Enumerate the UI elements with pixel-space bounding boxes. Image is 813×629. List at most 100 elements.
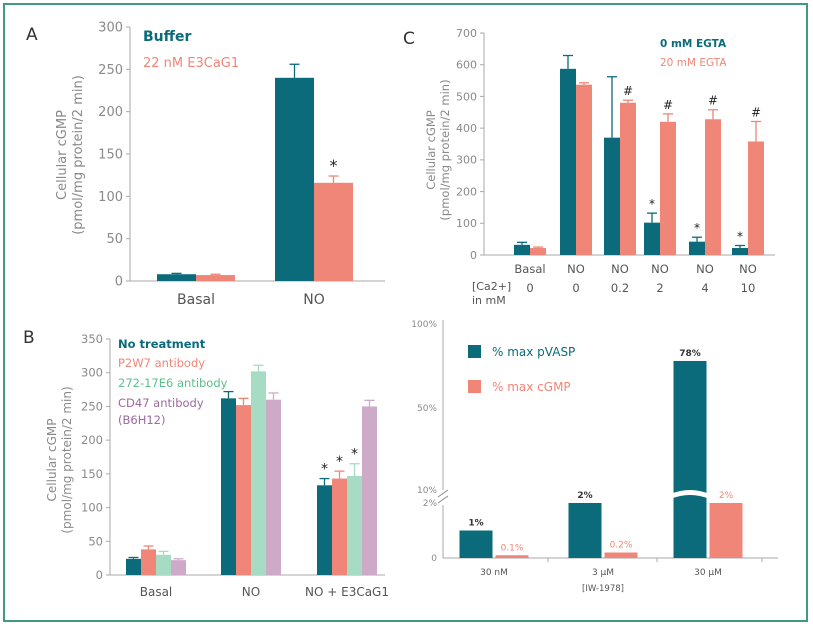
y-tick-label: 100 — [81, 501, 103, 515]
legend-cgmp: % max cGMP — [492, 380, 571, 394]
legend-e3cag1: 22 nM E3CaG1 — [143, 56, 239, 71]
x-category-label: NO — [651, 262, 669, 276]
bar-value-label: 1% — [468, 519, 483, 529]
x-category-label: Basal — [177, 292, 215, 308]
bar — [604, 552, 638, 558]
bar — [576, 84, 592, 256]
y-tick-label: 50% — [417, 404, 437, 414]
y-tick-label: 350 — [81, 332, 103, 346]
x-category-label: 30 μM — [694, 568, 722, 578]
y-axis-label: Cellular cGMP — [45, 419, 59, 502]
bar — [495, 555, 529, 558]
y-axis-label: (pmol/mg protein/2 min) — [71, 75, 86, 235]
x-category-label: NO — [567, 262, 585, 276]
x-category-label: Basal — [514, 262, 545, 276]
y-tick-label: 300 — [456, 154, 477, 167]
bar — [156, 554, 171, 575]
bar — [620, 102, 636, 256]
legend-pvasp: % max pVASP — [492, 345, 575, 359]
y-tick-label: 200 — [456, 185, 477, 198]
y-tick-label: 0 — [431, 554, 437, 564]
axis-break-mark — [437, 495, 449, 504]
significance-mark: * — [321, 462, 328, 478]
bar — [362, 406, 377, 575]
panel-letter-c: C — [403, 29, 415, 49]
bar — [709, 503, 743, 558]
bar — [157, 274, 196, 281]
bar-value-label: 78% — [679, 349, 701, 359]
bar — [196, 275, 235, 281]
legend-swatch-cgmp — [468, 380, 481, 393]
significance-mark: # — [751, 105, 761, 119]
bar-value-label: 0.1% — [501, 543, 524, 553]
legend-20mm-egta: 20 mM EGTA — [660, 57, 727, 69]
x-category-label: NO — [611, 262, 629, 276]
y-tick-label: 500 — [456, 90, 477, 103]
y-tick-label: 100 — [98, 190, 123, 205]
y-axis-label: Cellular cGMP — [424, 110, 438, 190]
y-axis-label: (pmol/mg protein/2 min) — [60, 386, 74, 533]
x-category-label: 30 nM — [480, 568, 508, 578]
bar-value-label: 2% — [577, 491, 592, 501]
y-tick-label: 600 — [456, 59, 477, 72]
y-tick-label: 100 — [456, 217, 477, 230]
significance-mark: * — [694, 221, 700, 235]
ca-concentration-value: 0 — [572, 281, 579, 295]
bar-value-label: 2% — [719, 491, 734, 501]
legend-entry: P2W7 antibody — [118, 356, 205, 370]
bar — [514, 244, 530, 255]
bar — [568, 503, 602, 558]
x-category-label: NO — [739, 262, 757, 276]
y-tick-label: 300 — [81, 366, 103, 380]
ca-concentration-value: 4 — [701, 281, 708, 295]
significance-mark: # — [708, 94, 718, 108]
significance-mark: # — [663, 98, 673, 112]
x-category-label: Basal — [140, 585, 173, 599]
bar — [748, 141, 764, 255]
panel-a-chart: 0 50 100 150 200 250 300 Cellular cGMP (pmol/mg … — [55, 21, 385, 308]
bar — [604, 137, 620, 255]
axis-break-mark — [437, 489, 449, 498]
bar — [332, 478, 347, 575]
bar — [141, 549, 156, 575]
y-tick-label: 0 — [115, 275, 123, 290]
significance-mark: * — [330, 156, 338, 175]
bar — [689, 241, 705, 255]
legend-entry: CD47 antibody — [118, 396, 204, 410]
bar — [705, 119, 721, 256]
significance-mark: * — [351, 447, 358, 463]
bar — [530, 248, 546, 255]
significance-mark: * — [336, 454, 343, 470]
y-tick-label: 2% — [423, 499, 438, 509]
panel-letter-b: B — [23, 328, 35, 348]
y-tick-label: 200 — [81, 433, 103, 447]
ca-concentration-value: 0 — [526, 281, 533, 295]
x-category-label: NO — [303, 292, 325, 308]
bar — [660, 121, 676, 255]
bar — [347, 475, 362, 575]
figure-frame — [3, 3, 808, 622]
legend-swatch-pvasp — [468, 345, 481, 358]
legend-0mm-egta: 0 mM EGTA — [660, 38, 727, 50]
panel-letter-a: A — [26, 25, 38, 45]
ca-concentration-value: 2 — [656, 281, 663, 295]
y-tick-label: 250 — [81, 399, 103, 413]
y-tick-label: 0 — [96, 568, 103, 582]
bar — [266, 399, 281, 575]
y-tick-label: 50 — [88, 534, 103, 548]
x-category-label: NO — [696, 262, 714, 276]
x-category-label: NO + E3CaG1 — [305, 585, 389, 599]
y-tick-label: 150 — [98, 148, 123, 163]
ca-concentration-value: 0.2 — [611, 281, 629, 295]
bar — [317, 485, 332, 575]
y-tick-label: 100% — [411, 320, 437, 330]
legend-entry: No treatment — [118, 337, 206, 351]
bar — [459, 530, 493, 558]
bar — [732, 248, 748, 255]
ca-unit-label: in mM — [472, 294, 506, 307]
y-tick-label: 250 — [98, 63, 123, 78]
y-tick-label: 10% — [417, 486, 437, 496]
y-tick-label: 300 — [98, 21, 123, 36]
y-tick-label: 700 — [456, 27, 477, 40]
